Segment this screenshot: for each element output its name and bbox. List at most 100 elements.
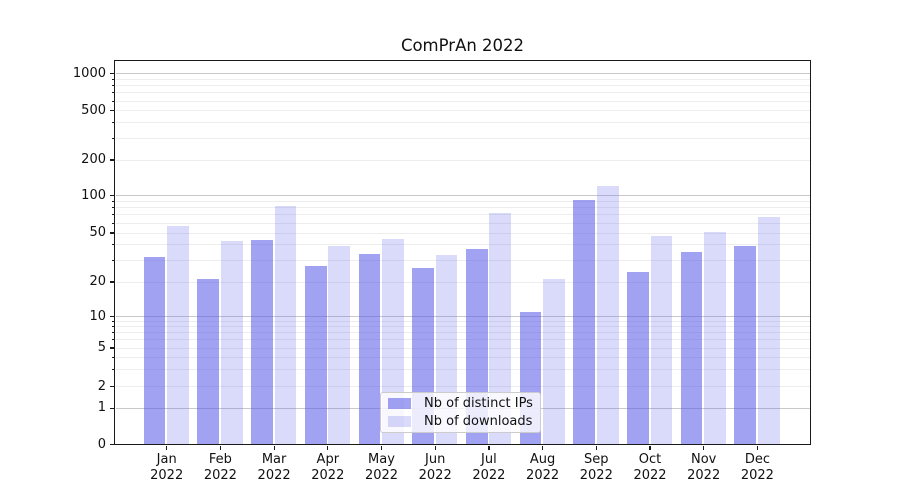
bar-downloads-apr (328, 246, 351, 445)
y-gridline-minor (115, 244, 810, 246)
bar-downloads-jul (489, 213, 512, 445)
y-tick-label: 1000 (72, 65, 106, 81)
y-gridline-minor (115, 137, 810, 139)
x-tick-label-year: 2022 (472, 468, 506, 483)
y-tick-minor (111, 368, 114, 370)
y-gridline-major (115, 315, 810, 318)
y-tick-minor (111, 85, 114, 87)
y-tick-minor (111, 244, 114, 246)
x-tick (380, 445, 383, 450)
bar-downloads-oct (650, 236, 673, 445)
x-tick (488, 445, 490, 450)
y-gridline-minor (115, 356, 810, 358)
bar-downloads-dec (757, 217, 780, 445)
x-tick-label: Aug 2022 (511, 452, 575, 484)
x-tick-label-month: Dec (744, 452, 770, 467)
x-tick-label-year: 2022 (579, 468, 613, 483)
x-tick-label: Jun 2022 (403, 452, 467, 484)
x-tick (434, 445, 436, 450)
y-gridline-major (115, 195, 810, 197)
y-tick-minor (111, 159, 114, 161)
y-tick-label: 500 (81, 102, 106, 118)
y-tick-minor (111, 232, 114, 234)
bar-distinct-ips-apr (304, 265, 327, 445)
x-tick-label-month: Apr (316, 452, 340, 467)
legend-swatch-distinct-ips-icon (388, 398, 411, 409)
x-tick (756, 445, 759, 450)
bar-distinct-ips-may (358, 253, 381, 445)
x-tick-label-year: 2022 (526, 468, 560, 483)
legend-label-downloads: Nb of downloads (424, 414, 533, 429)
x-tick-label-month: Feb (208, 452, 232, 467)
x-tick-label: Nov 2022 (672, 452, 736, 484)
x-tick-label-month: Nov (691, 452, 717, 467)
y-gridline-minor (115, 259, 810, 261)
x-tick-label: Jul 2022 (457, 452, 521, 484)
bar-downloads-sep (596, 186, 619, 445)
y-tick-minor (111, 356, 114, 358)
y-tick-label: 100 (81, 187, 106, 203)
y-tick-minor (111, 259, 114, 261)
legend-item-downloads: Nb of downloads (388, 414, 533, 429)
x-tick-label-month: Sep (584, 452, 609, 467)
y-tick-minor (111, 339, 114, 341)
y-gridline-minor (115, 222, 810, 224)
x-tick-label-month: Jan (156, 452, 177, 467)
x-tick (595, 445, 597, 450)
bar-distinct-ips-nov (680, 252, 703, 445)
y-gridline-minor (115, 281, 810, 283)
x-tick-label: Mar 2022 (242, 452, 306, 484)
bar-distinct-ips-oct (627, 272, 649, 445)
y-tick (109, 407, 114, 409)
y-tick-minor (111, 78, 114, 80)
y-tick (109, 73, 114, 75)
x-tick (219, 445, 222, 450)
y-tick-minor (111, 122, 114, 124)
y-gridline-minor (115, 339, 810, 341)
x-tick-label-month: Jun (425, 452, 446, 467)
y-tick-label: 200 (81, 152, 106, 167)
x-tick-label: Dec 2022 (725, 452, 789, 484)
y-gridline-minor (115, 368, 810, 370)
x-tick-label: Feb 2022 (188, 452, 252, 484)
x-tick (703, 445, 705, 450)
x-tick-label: Jan 2022 (135, 452, 199, 484)
y-gridline-minor (115, 159, 810, 161)
y-tick-label: 2 (97, 378, 106, 394)
y-gridline-minor (115, 122, 810, 124)
legend: Nb of distinct IPs Nb of downloads (380, 392, 541, 433)
x-tick-label-month: Jul (481, 452, 497, 467)
y-tick-minor (111, 347, 114, 349)
y-tick-minor (111, 92, 114, 94)
x-tick-label-year: 2022 (203, 468, 237, 483)
y-tick-minor (111, 100, 114, 102)
y-tick-minor (111, 110, 114, 112)
bar-downloads-mar (274, 205, 297, 445)
bar-downloads-nov (704, 231, 726, 445)
y-gridline-minor (115, 92, 810, 94)
x-tick-label: Sep 2022 (564, 452, 628, 484)
y-gridline-minor (115, 320, 810, 322)
bar-distinct-ips-mar (251, 239, 273, 445)
bar-downloads-jan (167, 225, 189, 445)
y-tick (109, 444, 114, 446)
x-tick-label-month: Oct (638, 452, 662, 467)
x-tick-label: May 2022 (350, 452, 414, 484)
y-gridline-minor (115, 214, 810, 216)
y-gridline-minor (115, 110, 810, 112)
legend-label-distinct-ips: Nb of distinct IPs (424, 396, 533, 411)
legend-swatch-downloads-icon (388, 416, 411, 427)
y-tick (109, 315, 114, 318)
legend-item-distinct-ips: Nb of distinct IPs (388, 396, 533, 411)
x-tick (649, 445, 651, 450)
x-tick-label-month: Mar (261, 452, 287, 467)
y-tick-minor (111, 281, 114, 283)
y-gridline-minor (115, 100, 810, 102)
y-tick-minor (111, 200, 114, 202)
x-tick (273, 445, 275, 450)
y-tick-label: 5 (97, 340, 106, 355)
y-gridline-minor (115, 200, 810, 202)
x-tick-label: Oct 2022 (618, 452, 682, 484)
x-tick-label-year: 2022 (364, 468, 399, 483)
